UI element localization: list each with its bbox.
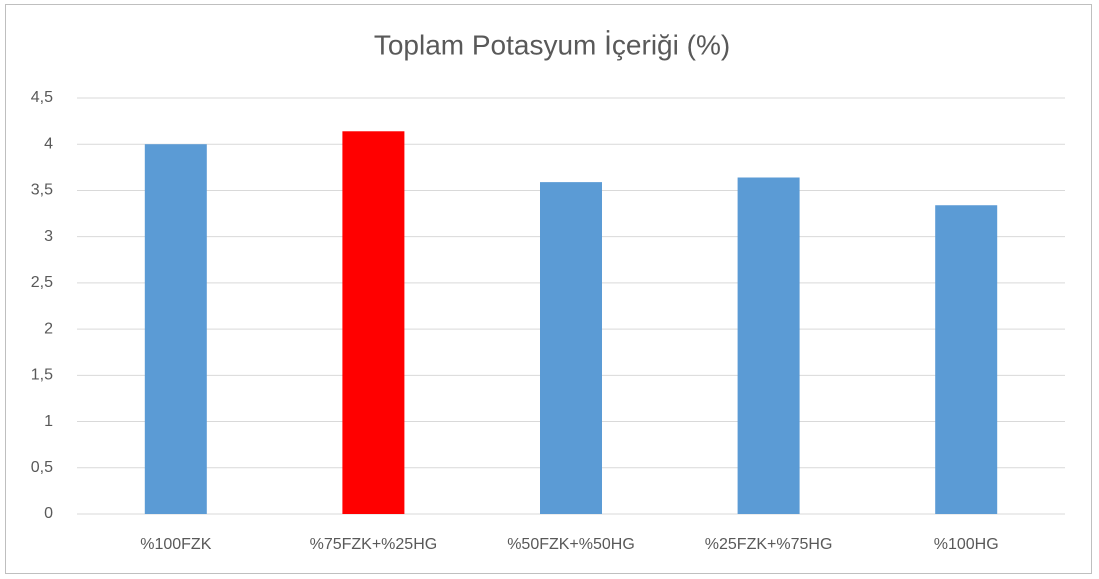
bar	[342, 131, 405, 514]
y-tick-label: 1,5	[31, 367, 53, 384]
y-tick-label: 0	[44, 505, 53, 522]
bar	[144, 144, 207, 514]
x-tick-label: %50FZK+%50HG	[507, 536, 635, 553]
x-tick-label: %25FZK+%75HG	[705, 536, 833, 553]
y-tick-label: 4,5	[31, 89, 53, 106]
x-tick-label: %100HG	[934, 536, 999, 553]
y-tick-label: 2,5	[31, 274, 53, 291]
x-tick-label: %75FZK+%25HG	[310, 536, 438, 553]
bar	[935, 205, 998, 515]
chart-title: Toplam Potasyum İçeriği (%)	[374, 29, 730, 60]
x-tick-label: %100FZK	[140, 536, 211, 553]
y-tick-label: 3,5	[31, 182, 53, 199]
bar	[540, 182, 602, 514]
bar	[737, 177, 800, 514]
y-tick-label: 4	[44, 135, 53, 152]
y-tick-label: 3	[44, 228, 53, 245]
y-tick-label: 2	[44, 320, 53, 337]
y-tick-label: 1	[44, 413, 53, 430]
y-tick-label: 0,5	[31, 459, 53, 476]
